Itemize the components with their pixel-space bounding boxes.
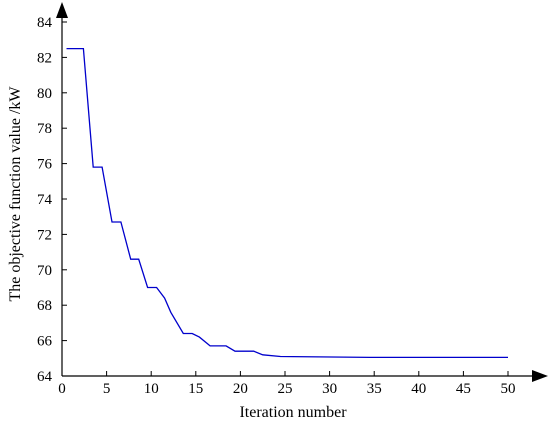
ticks: 0 5 10 15 20 25 30 35 40 45 50 64 66 68 70 72 74 76 78 80 82… bbox=[37, 15, 516, 397]
y-axis-label: The objective function value /kW bbox=[7, 86, 24, 302]
y-tick-label: 74 bbox=[37, 192, 53, 208]
series-line bbox=[66, 47, 508, 359]
y-tick-label: 76 bbox=[37, 157, 53, 173]
y-tick-label: 72 bbox=[37, 227, 52, 243]
x-tick-label: 5 bbox=[103, 381, 111, 397]
y-tick-label: 70 bbox=[37, 263, 52, 279]
y-tick-label: 68 bbox=[37, 298, 52, 314]
y-tick-label: 64 bbox=[37, 369, 53, 385]
x-tick-label: 45 bbox=[456, 381, 471, 397]
x-tick-label: 30 bbox=[322, 381, 337, 397]
series bbox=[66, 47, 508, 359]
x-tick-label: 20 bbox=[233, 381, 248, 397]
y-tick-label: 78 bbox=[37, 121, 52, 137]
x-tick-label: 40 bbox=[411, 381, 426, 397]
x-axis-arrow bbox=[532, 370, 548, 382]
y-tick-label: 80 bbox=[37, 86, 52, 102]
x-tick-label: 50 bbox=[501, 381, 516, 397]
x-tick-label: 25 bbox=[278, 381, 293, 397]
x-tick-label: 15 bbox=[188, 381, 203, 397]
x-tick-label: 10 bbox=[144, 381, 159, 397]
axes bbox=[56, 2, 548, 382]
y-tick-label: 66 bbox=[37, 334, 53, 350]
x-tick-label: 35 bbox=[367, 381, 382, 397]
x-tick-label: 0 bbox=[58, 381, 66, 397]
y-tick-label: 82 bbox=[37, 50, 52, 66]
x-axis-label: Iteration number bbox=[239, 404, 347, 421]
y-axis-arrow bbox=[56, 2, 68, 18]
y-tick-label: 84 bbox=[37, 15, 53, 31]
